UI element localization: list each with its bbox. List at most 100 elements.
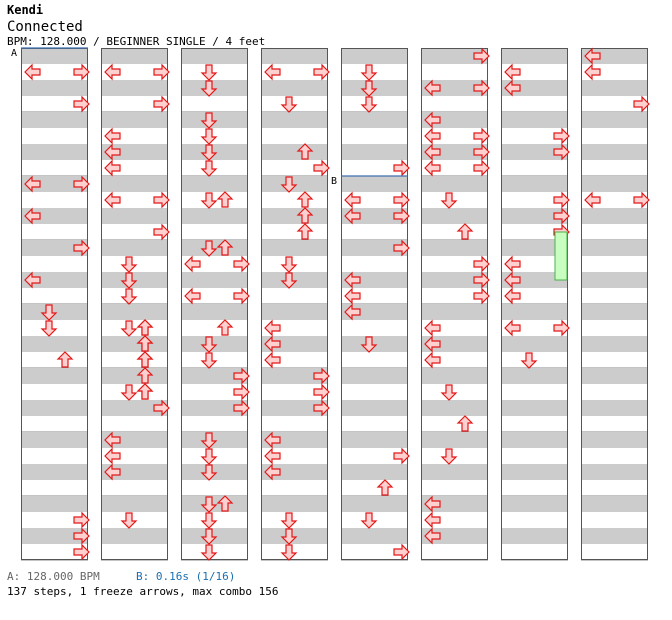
step-arrow	[264, 447, 281, 465]
step-arrow	[296, 223, 314, 240]
stripe-band	[501, 496, 568, 512]
bpm-marker-label: A	[11, 48, 17, 59]
stripe-band	[501, 112, 568, 128]
step-arrow	[120, 288, 138, 305]
step-arrow	[73, 63, 90, 81]
step-arrow	[200, 512, 218, 529]
step-arrow	[200, 80, 218, 97]
step-arrow	[200, 464, 218, 481]
stripe-band	[341, 48, 408, 64]
stripe-band	[101, 432, 168, 448]
step-arrow	[633, 191, 650, 209]
step-arrow	[136, 319, 154, 336]
stripe-band	[261, 208, 328, 224]
step-arrow	[216, 495, 234, 512]
stripe-band	[181, 176, 248, 192]
stripe-band	[261, 112, 328, 128]
step-arrow	[473, 287, 490, 305]
stripe-band	[341, 112, 408, 128]
stripe-band	[261, 464, 328, 480]
chart-column-frame	[341, 48, 408, 560]
stripe-band	[421, 80, 488, 96]
step-arrow	[313, 383, 330, 401]
step-arrow	[456, 415, 474, 432]
stripe-band	[501, 80, 568, 96]
step-arrow	[584, 63, 601, 81]
stripe-band	[421, 368, 488, 384]
step-arrow	[393, 239, 410, 257]
step-arrow	[264, 463, 281, 481]
stripe-band	[21, 240, 88, 256]
step-arrow	[473, 271, 490, 289]
stripe-band	[181, 304, 248, 320]
stripe-band	[101, 368, 168, 384]
chart-column-frame	[421, 48, 488, 560]
stripe-band	[421, 240, 488, 256]
stripe-band	[421, 496, 488, 512]
stripe-band	[581, 272, 648, 288]
stripe-band	[21, 464, 88, 480]
step-arrow	[153, 63, 170, 81]
stripe-band	[341, 368, 408, 384]
step-arrow	[73, 95, 90, 113]
freeze-body	[554, 231, 568, 281]
step-arrow	[136, 367, 154, 384]
step-arrow	[104, 127, 121, 145]
stripe-band	[501, 400, 568, 416]
stripe-band	[101, 240, 168, 256]
step-arrow	[280, 528, 298, 545]
step-arrow	[424, 127, 441, 145]
step-arrow	[553, 319, 570, 337]
step-arrow	[280, 96, 298, 113]
song-subtitle: Connected	[7, 19, 83, 35]
step-arrow	[393, 447, 410, 465]
step-arrow	[104, 143, 121, 161]
step-arrow	[504, 271, 521, 289]
step-arrow	[104, 63, 121, 81]
stripe-band	[21, 496, 88, 512]
step-arrow	[216, 239, 234, 256]
stripe-band	[341, 304, 408, 320]
step-arrow	[313, 399, 330, 417]
stripe-band	[421, 304, 488, 320]
stripe-band	[341, 272, 408, 288]
step-arrow	[120, 272, 138, 289]
stripe-band	[21, 208, 88, 224]
chart-column-frame	[261, 48, 328, 560]
step-arrow	[473, 79, 490, 97]
step-arrow	[344, 271, 361, 289]
stripe-band	[101, 528, 168, 544]
step-arrow	[473, 255, 490, 273]
step-arrow	[264, 63, 281, 81]
stripe-band	[21, 304, 88, 320]
stripe-band	[181, 144, 248, 160]
stripe-band	[21, 432, 88, 448]
stripe-band	[341, 496, 408, 512]
stripe-band	[181, 464, 248, 480]
step-arrow	[344, 207, 361, 225]
stripe-band	[21, 336, 88, 352]
chart-info: BPM: 128.000 / BEGINNER SINGLE / 4 feet	[7, 35, 266, 48]
stripe-band	[421, 48, 488, 64]
step-arrow	[40, 304, 58, 321]
stripe-band	[501, 304, 568, 320]
step-arrow	[280, 256, 298, 273]
stripe-band	[581, 528, 648, 544]
step-arrow	[264, 319, 281, 337]
step-arrow	[296, 207, 314, 224]
step-arrow	[473, 127, 490, 145]
step-arrow	[200, 192, 218, 209]
step-arrow	[264, 335, 281, 353]
step-arrow	[360, 336, 378, 353]
stripe-band	[421, 144, 488, 160]
step-arrow	[280, 544, 298, 561]
step-arrow	[104, 159, 121, 177]
step-arrow	[104, 447, 121, 465]
stripe-band	[21, 368, 88, 384]
stripe-band	[181, 400, 248, 416]
stripe-band	[21, 528, 88, 544]
step-arrow	[200, 128, 218, 145]
step-arrow	[424, 143, 441, 161]
stripe-band	[261, 304, 328, 320]
step-arrow	[216, 191, 234, 208]
